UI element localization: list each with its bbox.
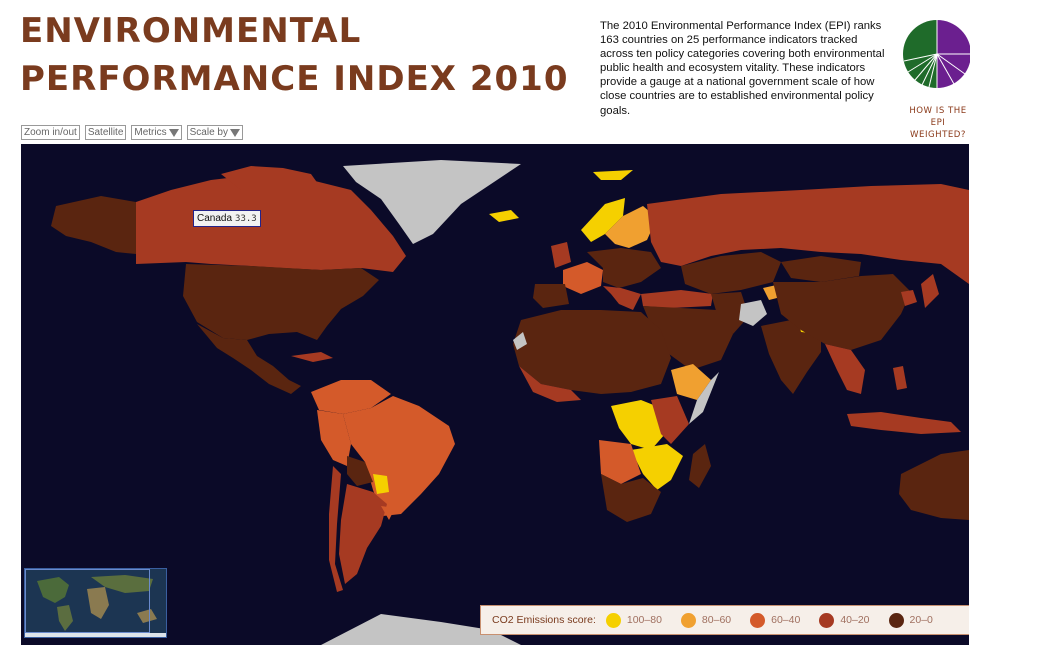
iceland-country[interactable] <box>489 210 519 222</box>
how-is-epi-weighted-line1: HOW IS THE <box>909 106 967 116</box>
triangle-down-icon <box>168 128 179 137</box>
australia-country[interactable] <box>899 450 969 520</box>
indonesia-region[interactable] <box>847 412 961 434</box>
southern-africa[interactable] <box>601 474 661 522</box>
legend-item[interactable]: 40–20 <box>819 612 870 628</box>
description-text: The 2010 Environmental Performance Index… <box>600 20 885 117</box>
caribbean-islands[interactable] <box>291 352 333 362</box>
world-map-svg <box>51 160 969 645</box>
legend-item[interactable]: 80–60 <box>680 612 732 628</box>
how-is-epi-weighted-line2: EPI <box>930 118 946 128</box>
mongolia-country[interactable] <box>781 256 861 282</box>
norway-country[interactable] <box>581 198 625 242</box>
chile-country[interactable] <box>329 466 343 592</box>
paraguay-country[interactable] <box>373 474 389 494</box>
antarctica-region <box>321 614 521 645</box>
china-country[interactable] <box>773 274 911 350</box>
zoom-button[interactable]: Zoom in/out <box>21 125 80 140</box>
scale-by-dropdown[interactable]: Scale by <box>186 125 243 140</box>
tanzania-mozambique[interactable] <box>631 444 683 490</box>
argentina-country[interactable] <box>339 484 387 584</box>
central-europe[interactable] <box>587 248 661 288</box>
arctic-islands[interactable] <box>221 166 321 192</box>
page-title-line2: PERFORMANCE INDEX 2010 <box>20 59 569 99</box>
north-africa[interactable] <box>513 310 671 394</box>
iberia[interactable] <box>533 284 569 308</box>
legend-item-label: 60–40 <box>771 614 801 626</box>
legend-swatch-3 <box>819 612 835 628</box>
satellite-minimap[interactable] <box>24 568 167 638</box>
world-map[interactable]: Canada 33.3 CO2 Emissions score: 100–80 8… <box>21 144 969 645</box>
tooltip-country-name: Canada <box>197 213 233 224</box>
legend-item-label: 20–0 <box>909 614 933 626</box>
western-europe[interactable] <box>563 262 603 294</box>
satellite-button-label: Satellite <box>87 127 124 138</box>
baffin-island[interactable] <box>321 196 366 230</box>
page-title-line1: ENVIRONMENTAL <box>20 11 362 51</box>
italy-balkans[interactable] <box>603 286 641 310</box>
legend-item-label: 80–60 <box>701 614 732 626</box>
turkey-caucasus[interactable] <box>641 290 713 308</box>
tooltip-score-value: 33.3 <box>235 214 257 224</box>
kazakhstan-region[interactable] <box>681 252 781 294</box>
legend-item[interactable]: 100–80 <box>605 612 662 628</box>
legend-item-label: 100–80 <box>626 614 662 626</box>
uk-ireland[interactable] <box>551 242 571 268</box>
korea-japan[interactable] <box>901 274 939 308</box>
how-is-epi-weighted-line3: WEIGHTED? <box>910 130 966 140</box>
satellite-button[interactable]: Satellite <box>84 125 127 140</box>
legend-swatch-4 <box>888 612 904 628</box>
madagascar-country[interactable] <box>689 444 711 488</box>
legend: CO2 Emissions score: 100–80 80–60 60–40 … <box>480 605 969 635</box>
bolivia-country[interactable] <box>347 456 373 486</box>
triangle-down-icon <box>229 128 240 137</box>
somalia-country[interactable] <box>689 372 719 424</box>
brazil-country[interactable] <box>343 396 455 516</box>
mexico-country[interactable] <box>197 324 301 394</box>
legend-item-label: 40–20 <box>840 614 870 626</box>
zoom-button-label: Zoom in/out <box>24 127 77 138</box>
legend-item[interactable]: 60–40 <box>750 612 801 628</box>
sweden-finland[interactable] <box>605 206 657 248</box>
legend-swatch-1 <box>680 612 696 628</box>
peru-country[interactable] <box>317 410 351 466</box>
southeast-asia[interactable] <box>825 344 865 394</box>
how-is-epi-weighted-link[interactable]: HOW IS THE EPI WEIGHTED? <box>904 105 972 141</box>
drc-country[interactable] <box>611 400 665 450</box>
afghanistan-country[interactable] <box>739 300 767 326</box>
scale-by-dropdown-label: Scale by <box>189 127 228 138</box>
minimap-svg <box>25 569 166 637</box>
epi-weighting-pie-icon[interactable] <box>902 16 970 92</box>
legend-swatch-2 <box>750 612 766 628</box>
svalbard-region[interactable] <box>593 170 633 180</box>
angola-zambia[interactable] <box>599 440 641 484</box>
uruguay-country[interactable] <box>381 506 395 520</box>
metrics-dropdown[interactable]: Metrics <box>131 125 182 140</box>
usa-country[interactable] <box>183 264 379 340</box>
country-tooltip: Canada 33.3 <box>193 210 261 227</box>
colombia-venezuela[interactable] <box>311 380 391 414</box>
legend-item[interactable]: 20–0 <box>888 612 933 628</box>
india-country[interactable] <box>761 320 821 394</box>
map-toolbar: Zoom in/out Satellite Metrics Scale by <box>21 125 243 140</box>
legend-swatch-0 <box>605 612 621 628</box>
greenland-country[interactable] <box>343 160 521 244</box>
russia-country[interactable] <box>647 184 969 284</box>
metrics-dropdown-label: Metrics <box>134 127 167 138</box>
legend-title: CO2 Emissions score: <box>492 614 596 626</box>
east-africa[interactable] <box>651 396 689 444</box>
middle-east[interactable] <box>643 306 733 370</box>
west-africa-nodata[interactable] <box>513 332 527 350</box>
alaska-region[interactable] <box>51 196 136 254</box>
philippines-region[interactable] <box>893 366 907 390</box>
iran-region[interactable] <box>711 292 749 334</box>
ethiopia-country[interactable] <box>671 364 711 400</box>
west-africa-coast[interactable] <box>519 366 581 402</box>
